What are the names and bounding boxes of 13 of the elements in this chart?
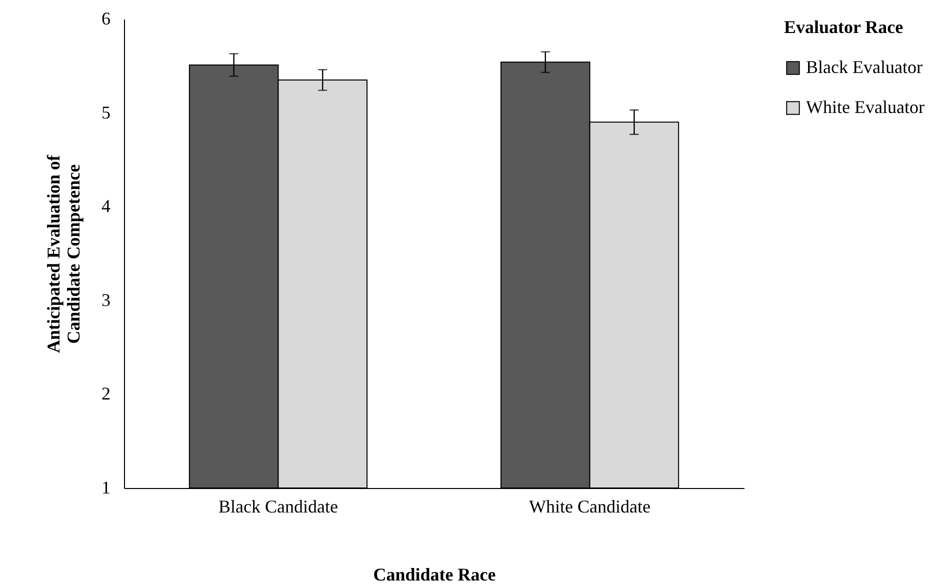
y-tick-label: 2 bbox=[102, 384, 110, 404]
y-tick-label: 1 bbox=[102, 478, 110, 498]
legend-label: Black Evaluator bbox=[806, 57, 922, 77]
x-axis-title: Candidate Race bbox=[373, 564, 496, 584]
y-axis-title: Anticipated Evaluation of Candidate Competence bbox=[44, 154, 84, 354]
x-tick-label: White Candidate bbox=[529, 496, 651, 516]
y-tick-label: 3 bbox=[102, 290, 110, 310]
legend-title: Evaluator Race bbox=[784, 17, 904, 37]
y-tick-label: 5 bbox=[102, 102, 110, 122]
y-tick-label: 4 bbox=[102, 196, 110, 216]
y-tick-label: 6 bbox=[102, 8, 110, 28]
x-tick-label: Black Candidate bbox=[218, 496, 338, 516]
legend-label: White Evaluator bbox=[806, 97, 924, 117]
